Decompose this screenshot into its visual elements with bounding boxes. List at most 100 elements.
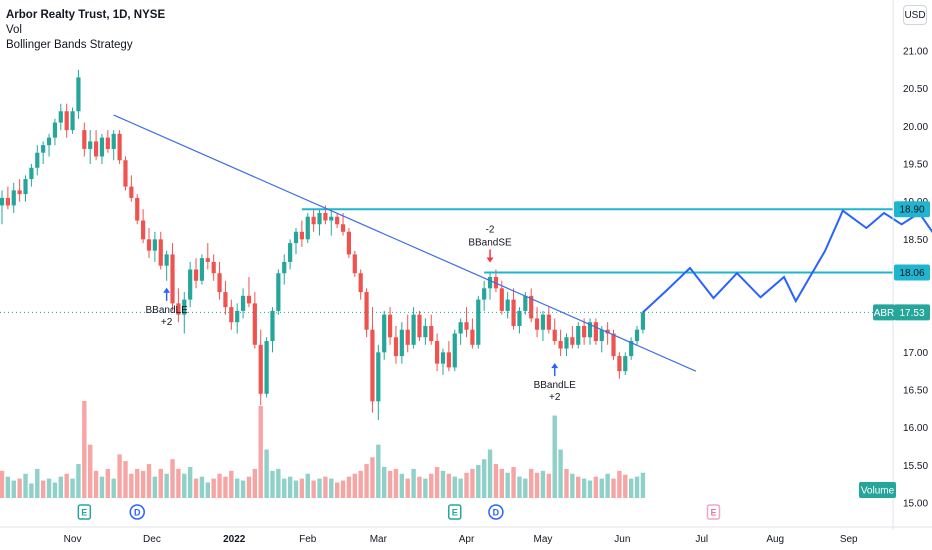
volume-bar [376,444,381,498]
candle-body [423,325,428,338]
candle-body [476,299,481,345]
volume-bar [323,476,328,498]
candle-body [382,314,387,353]
candle-body [35,152,40,168]
volume-bar [270,470,275,498]
candle-body [76,77,81,112]
signal-label: BBandLE [534,380,577,391]
volume-bar [123,461,128,498]
legend-title[interactable]: Arbor Realty Trust, 1D, NYSE [6,9,166,21]
candle-body [482,288,487,300]
drawings [0,114,932,372]
volume-bar [346,476,352,498]
candle-body [470,329,475,345]
candle-body [429,325,434,342]
volume-bar [570,473,575,498]
time-axis[interactable]: Nov Dec 2022 Feb Mar Apr May Jun Jul Aug Sep [0,526,932,545]
candle-body [617,356,622,372]
candle-body [376,352,381,402]
candle-body [229,307,234,323]
volume-bar [534,472,540,498]
candle-body [270,310,275,342]
volume-bar [464,472,469,498]
candle-body [188,269,193,300]
event-badge-letter: E [452,508,458,518]
candle-body [264,341,269,394]
volume-bar [617,470,622,498]
volume-bar [623,474,628,498]
volume-bar [182,473,187,498]
volume-bar [452,476,457,498]
price-tick-label: 18.50 [903,235,928,246]
candle-body [405,329,410,345]
candle-body [146,239,152,251]
time-tick-label: May [534,534,553,545]
candle-body [464,322,469,330]
volume-bar [405,478,410,498]
candle-body [640,312,646,330]
price-tick-label: 16.00 [903,423,928,434]
candle-body [593,322,598,342]
candle-body [534,318,540,330]
volume-bar [117,454,122,498]
legend-strategy[interactable]: Bollinger Bands Strategy [6,39,133,51]
volume-bar [481,459,487,498]
volume-bar [88,444,93,498]
volume-bar [17,478,22,498]
volume-bar [546,473,552,498]
volume-bar [640,472,646,498]
candle-body [276,273,281,311]
volume-bar [317,478,322,498]
volume-bar [470,468,475,498]
price-tick-label: 15.00 [903,499,928,510]
volume-bar [52,482,58,498]
volume-bar [529,468,534,498]
candle-body [299,231,304,240]
candles [0,69,646,421]
candle-body [11,190,16,206]
event-badge-letter: D [493,508,500,518]
volume-bar [540,470,546,498]
price-tick-label: 21.00 [903,47,928,58]
legend-vol[interactable]: Vol [6,24,22,36]
candle-body [240,295,246,311]
candle-body [23,179,28,195]
volume-bar [370,457,375,498]
candle-body [499,288,504,311]
volume-bar [393,468,399,498]
volume-bar [146,464,152,498]
candle-body [323,212,328,221]
volume-bar [223,476,228,498]
candle-body [440,352,446,364]
candle-body [64,111,69,131]
price-axis[interactable]: 21.0020.5020.0019.5019.0018.5018.0017.50… [859,0,930,530]
volume-bar [205,482,210,498]
candle-body [152,239,157,251]
candle-body [340,224,346,232]
candle-body [282,261,287,274]
volume-bar [476,465,481,498]
candle-body [346,231,352,255]
candle-body [611,333,616,357]
candle-body [523,295,528,311]
candle-body [399,329,404,357]
candle-body [46,137,52,146]
signal-qty: -2 [486,224,495,235]
volume-bar [493,464,499,498]
volume-bar [199,476,205,498]
volume-bar [282,478,287,498]
candle-body [123,160,128,187]
candle-body [58,111,63,123]
time-tick-label: Sep [840,534,858,545]
candle-body [582,325,587,338]
candle-body [311,216,316,225]
time-tick-label: Feb [299,534,317,545]
candle-body [170,254,175,304]
candle-body [393,337,399,357]
candle-body [458,322,463,334]
candle-body [105,137,110,149]
candle-body [435,341,440,364]
currency-button[interactable]: USD [903,5,927,25]
dividend-badge [488,504,504,520]
